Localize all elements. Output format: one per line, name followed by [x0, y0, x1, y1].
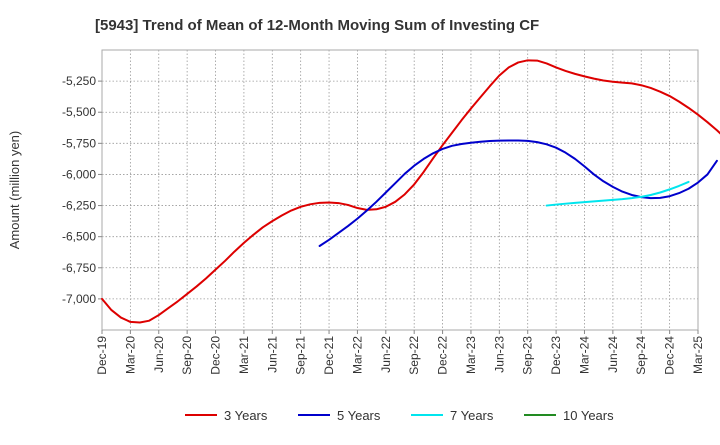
x-tick-label: Dec-24 [663, 336, 677, 375]
x-tick-label: Mar-22 [350, 336, 364, 374]
y-tick-label: -5,750 [62, 136, 96, 150]
x-tick-label: Sep-20 [180, 336, 194, 375]
series-line-5-years [318, 139, 718, 247]
x-tick-label: Mar-25 [691, 336, 705, 374]
x-tick-label: Mar-20 [123, 336, 137, 374]
x-tick-label: Mar-23 [464, 336, 478, 374]
y-axis-label: Amount (million yen) [7, 131, 22, 250]
legend-label: 10 Years [563, 408, 614, 423]
x-tick-label: Sep-24 [634, 336, 648, 375]
chart-title: [5943] Trend of Mean of 12-Month Moving … [95, 17, 539, 34]
legend-label: 5 Years [337, 408, 381, 423]
x-tick-label: Dec-21 [322, 336, 336, 375]
x-tick-label: Jun-21 [265, 336, 279, 373]
series-line-7-years [545, 180, 690, 207]
x-tick-label: Dec-22 [436, 336, 450, 375]
x-tick-label: Mar-24 [577, 336, 591, 374]
x-axis-ticks: Dec-19 Mar-20 Jun-20 Sep-20 Dec-20 Mar-21 Jun-… [95, 330, 705, 375]
x-tick-label: Dec-23 [549, 336, 563, 375]
legend: 3 Years 5 Years 7 Years 10 Years [185, 408, 614, 423]
y-tick-label: -6,750 [62, 261, 96, 275]
x-tick-label: Jun-24 [606, 336, 620, 373]
x-tick-label: Mar-21 [237, 336, 251, 374]
y-tick-label: -5,250 [62, 74, 96, 88]
y-tick-label: -6,000 [62, 167, 96, 181]
series-line-3-years [101, 59, 720, 324]
x-tick-label: Jun-22 [379, 336, 393, 373]
y-tick-label: -6,250 [62, 199, 96, 213]
x-tick-label: Jun-23 [492, 336, 506, 373]
y-tick-label: -5,500 [62, 105, 96, 119]
y-tick-label: -7,000 [62, 292, 96, 306]
x-tick-label: Jun-20 [152, 336, 166, 373]
x-tick-label: Sep-23 [521, 336, 535, 375]
x-tick-label: Dec-19 [95, 336, 109, 375]
x-tick-label: Sep-22 [407, 336, 421, 375]
series-lines [101, 59, 720, 324]
legend-label: 7 Years [450, 408, 494, 423]
y-tick-label: -6,500 [62, 230, 96, 244]
x-tick-label: Dec-20 [209, 336, 223, 375]
y-axis-ticks: -5,250 -5,500 -5,750 -6,000 -6,250 -6,500 -6,7… [62, 74, 102, 306]
legend-label: 3 Years [224, 408, 268, 423]
grid [101, 50, 699, 330]
x-tick-label: Sep-21 [294, 336, 308, 375]
plot-frame [101, 49, 699, 331]
